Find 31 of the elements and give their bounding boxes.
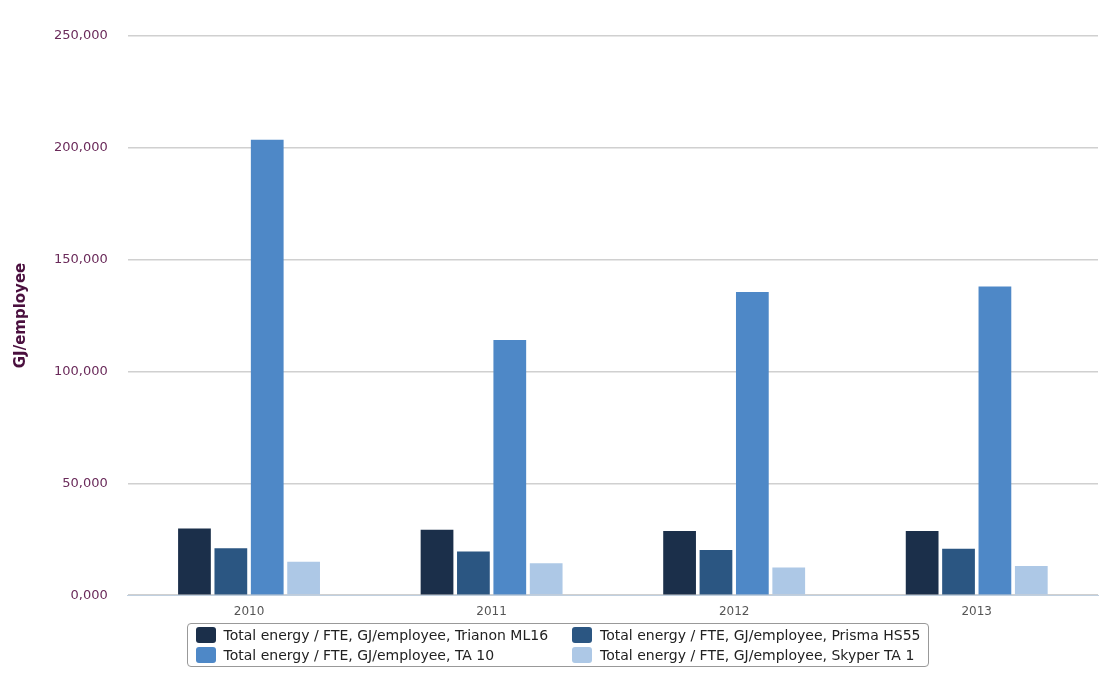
bar (420, 529, 454, 595)
x-tick-label: 2013 (961, 603, 992, 618)
x-tick-label: 2010 (233, 603, 265, 618)
bar (287, 561, 320, 595)
x-tick-label: 2012 (718, 603, 750, 618)
bar (214, 548, 248, 595)
bar (178, 528, 211, 595)
y-tick-label: 100,000 (53, 362, 108, 378)
x-tick-label: 2011 (476, 603, 507, 618)
legend-label: Total energy / FTE, GJ/employee, Trianon ML16 (223, 627, 549, 643)
y-tick-label: 50,000 (62, 474, 108, 490)
legend-label: Total energy / FTE, GJ/employee, Prisma HS55 (600, 627, 921, 643)
bar (735, 292, 769, 595)
bar (772, 567, 806, 595)
bar (978, 286, 1012, 595)
y-tick-label: 0,000 (70, 586, 108, 602)
bar (663, 530, 696, 595)
legend-label: Total energy / FTE, GJ/employee, TA 10 (223, 647, 495, 663)
bar (699, 550, 733, 595)
y-tick-label: 150,000 (53, 250, 108, 266)
bar (493, 340, 527, 595)
legend-label: Total energy / FTE, GJ/employee, Skyper TA 1 (600, 647, 915, 663)
y-tick-label: 250,000 (53, 27, 108, 43)
y-tick-label: 200,000 (53, 139, 108, 155)
bar (942, 548, 975, 595)
bar (905, 530, 939, 595)
y-axis-title: GJ/employee (10, 262, 29, 369)
bar (250, 139, 284, 595)
bar (529, 563, 563, 595)
bar (1014, 565, 1048, 595)
bar (457, 551, 490, 595)
